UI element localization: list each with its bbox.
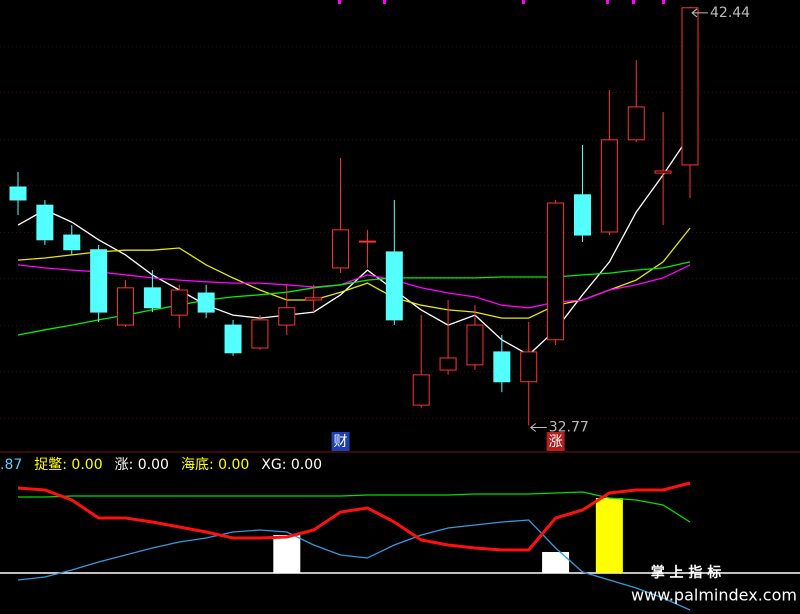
price-arrow: [529, 423, 547, 432]
candle-body: [600, 139, 618, 233]
candle-body: [466, 324, 484, 366]
candle-body: [332, 229, 350, 269]
candle-body: [654, 170, 672, 174]
candle-body: [63, 234, 81, 251]
top-ticks: [338, 0, 665, 4]
indicator-line: [18, 491, 691, 523]
candle-body: [627, 106, 645, 141]
candle-body: [520, 351, 538, 383]
candle-body: [197, 292, 215, 313]
price-label: 32.77: [549, 419, 589, 435]
candle-body: [9, 186, 27, 201]
legend-item: 海底: 0.00: [181, 457, 249, 473]
watermark-url: www.palmindex.com: [631, 586, 797, 605]
legend-item: 涨: 0.00: [115, 457, 169, 473]
legend-item: .87: [0, 457, 22, 473]
signal-label: 财: [334, 434, 348, 450]
candle-body: [36, 204, 54, 241]
signal-box: [331, 432, 350, 451]
grid-pattern: [0, 0, 800, 450]
candle-body: [547, 202, 565, 341]
signal-bar: [273, 535, 301, 573]
candle-body: [573, 194, 591, 236]
price-arrow: [691, 8, 708, 18]
candle-body: [278, 307, 296, 326]
indicator-line: [17, 481, 691, 552]
candle-body: [385, 251, 403, 321]
candle-body: [412, 374, 430, 406]
candle-body: [117, 287, 135, 326]
candle-body: [170, 289, 188, 316]
signal-bar: [542, 552, 570, 573]
moving-average: [17, 264, 691, 309]
candle-body: [358, 240, 376, 243]
candle-body: [143, 287, 161, 309]
legend-item: 捉鳖: 0.00: [34, 457, 102, 473]
signal-label: 涨: [549, 434, 563, 450]
candle-body: [90, 249, 108, 313]
candle-body: [224, 324, 242, 354]
candle-body: [493, 351, 511, 383]
candle-body: [251, 319, 269, 349]
candle-body: [439, 357, 457, 371]
candle-body: [305, 297, 323, 301]
signal-box: [546, 432, 565, 451]
candle-body: [681, 7, 699, 166]
legend-item: XG: 0.00: [261, 457, 322, 473]
watermark-title: 掌 上 指 标: [651, 564, 722, 581]
signal-bar: [595, 498, 623, 573]
indicator-line: [17, 519, 691, 611]
price-label: 42.44: [710, 5, 750, 21]
